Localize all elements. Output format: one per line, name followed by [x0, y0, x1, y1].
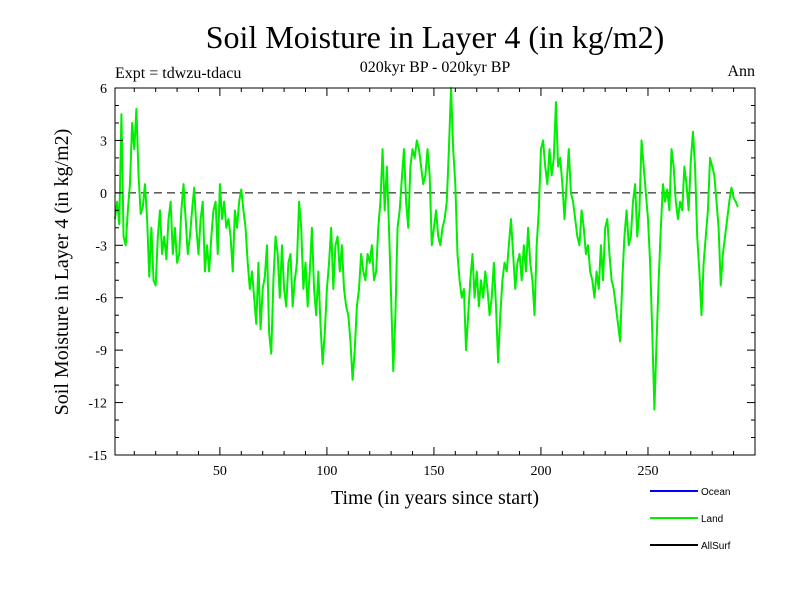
chart-title: Soil Moisture in Layer 4 (in kg/m2) — [206, 19, 665, 55]
plot-area — [114, 87, 756, 456]
y-tick-label: -15 — [88, 449, 107, 464]
series-line-land — [114, 87, 739, 411]
chart-subtitle: 020kyr BP - 020kyr BP — [360, 59, 511, 76]
y-tick-label: -12 — [88, 397, 107, 412]
season-label: Ann — [727, 63, 755, 80]
y-tick-label: 0 — [100, 187, 107, 202]
legend-label-land: Land — [701, 514, 723, 525]
y-tick-label: 3 — [100, 134, 107, 149]
x-tick-label: 50 — [213, 464, 227, 479]
y-tick-label: -3 — [95, 239, 107, 254]
x-axis-label: Time (in years since start) — [331, 487, 539, 509]
legend-label-ocean: Ocean — [701, 487, 730, 498]
y-tick-label: -9 — [95, 344, 107, 359]
legend-label-allsurf: AllSurf — [701, 541, 731, 552]
x-tick-label: 100 — [316, 464, 337, 479]
y-axis-label: Soil Moisture in Layer 4 (in kg/m2) — [51, 129, 73, 416]
x-tick-label: 200 — [530, 464, 551, 479]
axis-ticks: 6 3 0 -3 -6 -9 -12 -15 50 100 150 200 250 — [88, 82, 755, 479]
y-tick-label: 6 — [100, 82, 107, 97]
y-tick-label: -6 — [95, 292, 107, 307]
x-tick-label: 150 — [423, 464, 444, 479]
x-tick-label: 250 — [637, 464, 658, 479]
expt-label: Expt = tdwzu-tdacu — [115, 65, 241, 82]
plot-frame — [114, 87, 756, 456]
legend: Ocean Land AllSurf — [650, 487, 731, 552]
